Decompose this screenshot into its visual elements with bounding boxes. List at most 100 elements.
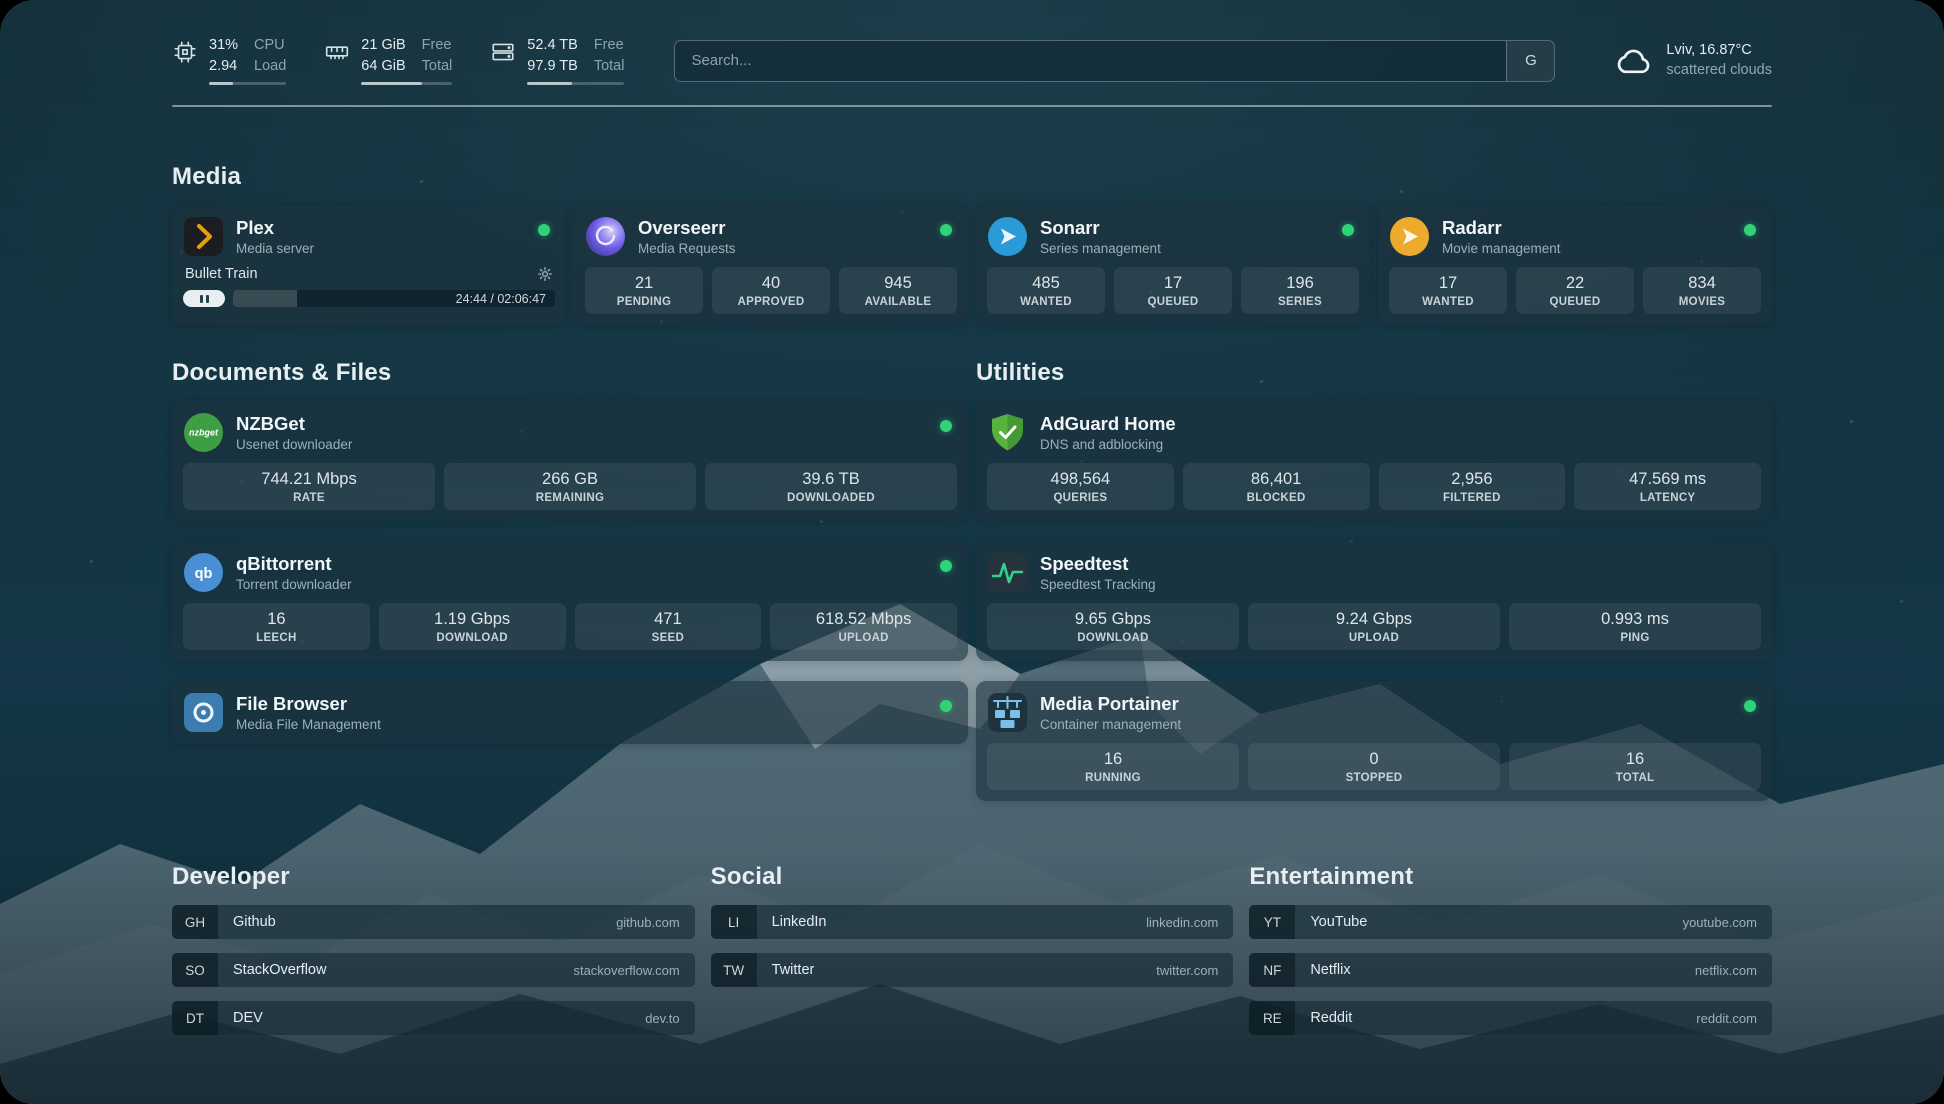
stat-box: 16 RUNNING xyxy=(987,743,1239,791)
bookmark-stackoverflow[interactable]: SO StackOverflow stackoverflow.com xyxy=(172,953,695,988)
sonarr-icon xyxy=(987,216,1028,257)
stat-box: 17 QUEUED xyxy=(1114,267,1232,315)
stat-label: WANTED xyxy=(1422,296,1474,309)
stat-value: 9.65 Gbps xyxy=(1074,610,1152,629)
stat-box: 196 SERIES xyxy=(1241,267,1359,315)
stat-label: FILTERED xyxy=(1442,492,1501,505)
pause-button[interactable] xyxy=(183,290,225,308)
disk-total-label: Total xyxy=(593,57,625,74)
service-card-qbittorrent: qb qBittorrent Torrent downloader 16 LEEC… xyxy=(172,541,968,662)
status-dot-online xyxy=(1744,224,1756,237)
bookmark-name: Github xyxy=(233,914,276,931)
memory-free-value: 21 GiB xyxy=(361,37,406,53)
social-section-title: Social xyxy=(710,863,783,891)
cpu-usage-value: 31% xyxy=(209,37,239,53)
service-link-filebrowser[interactable]: File Browser Media File Management xyxy=(183,692,957,733)
bookmark-youtube[interactable]: YT YouTube youtube.com xyxy=(1249,905,1772,940)
media-section-title: Media xyxy=(172,163,242,191)
service-link-media-portainer[interactable]: Media Portainer Container management xyxy=(987,692,1761,733)
stat-value: 21 xyxy=(634,274,654,293)
gear-icon[interactable] xyxy=(537,266,553,282)
stat-value: 744.21 Mbps xyxy=(261,470,357,489)
bookmark-name: StackOverflow xyxy=(233,962,327,979)
cpu-usage-label: CPU xyxy=(254,37,285,53)
cpu-widget: 31% CPU 2.94 Load xyxy=(172,36,287,86)
service-name: File Browser xyxy=(236,693,348,715)
filebrowser-icon xyxy=(183,692,224,733)
playback-progress-track[interactable]: 24:44 / 02:06:47 xyxy=(233,290,555,308)
memory-total-label: Total xyxy=(421,57,453,74)
bookmark-github[interactable]: GH Github github.com xyxy=(172,905,695,940)
stat-label: DOWNLOAD xyxy=(436,632,508,645)
bookmark-abbr: LI xyxy=(710,905,757,940)
service-stats: 16 RUNNING 0 STOPPED 16 TOTAL xyxy=(987,743,1761,791)
now-playing-title: Bullet Train xyxy=(185,266,258,283)
stat-value: 0 xyxy=(1369,750,1379,769)
stat-label: LEECH xyxy=(256,632,297,645)
service-link-nzbget[interactable]: nzbget NZBGet Usenet downloader xyxy=(183,412,957,453)
service-link-speedtest[interactable]: Speedtest Speedtest Tracking xyxy=(987,552,1761,593)
service-card-radarr: Radarr Movie management 17 WANTED 22 QUEUED… xyxy=(1378,205,1772,326)
bookmark-netflix[interactable]: NF Netflix netflix.com xyxy=(1249,953,1772,988)
bookmark-name: Netflix xyxy=(1310,962,1351,979)
status-dot-online xyxy=(538,224,550,237)
service-description: Media server xyxy=(236,240,315,256)
stat-value: 1.19 Gbps xyxy=(434,610,511,629)
stat-value: 618.52 Mbps xyxy=(815,610,912,629)
stat-box: 266 GB REMAINING xyxy=(444,463,696,511)
service-description: DNS and adblocking xyxy=(1040,436,1164,452)
stat-value: 22 xyxy=(1565,274,1585,293)
stat-label: UPLOAD xyxy=(838,632,889,645)
memory-free-label: Free xyxy=(421,37,452,53)
stat-value: 17 xyxy=(1438,274,1458,293)
stat-box: 16 TOTAL xyxy=(1509,743,1761,791)
stat-label: LATENCY xyxy=(1639,492,1696,505)
bookmark-dev[interactable]: DT DEV dev.to xyxy=(172,1001,695,1036)
service-link-sonarr[interactable]: Sonarr Series management xyxy=(987,216,1359,257)
stat-value: 16 xyxy=(1625,750,1645,769)
stat-value: 498,564 xyxy=(1050,470,1111,489)
memory-usage-bar-fill xyxy=(361,82,423,86)
bookmark-linkedin[interactable]: LI LinkedIn linkedin.com xyxy=(710,905,1234,940)
search-provider-button[interactable]: G xyxy=(1506,40,1555,81)
service-link-plex[interactable]: Plex Media server xyxy=(183,216,555,257)
bookmark-group-entertainment: Entertainment YT YouTube youtube.com NF Netf… xyxy=(1249,863,1772,1036)
service-link-radarr[interactable]: Radarr Movie management xyxy=(1389,216,1761,257)
speedtest-icon xyxy=(987,552,1028,593)
stat-box: 618.52 Mbps UPLOAD xyxy=(770,603,957,651)
stat-label: RUNNING xyxy=(1085,772,1141,785)
bookmark-group-social: Social LI LinkedIn linkedin.com TW Twitter tw… xyxy=(710,863,1234,1035)
nzbget-icon: nzbget xyxy=(183,412,224,453)
service-stats: 16 LEECH 1.19 Gbps DOWNLOAD 471 SEED 618.52 Mb… xyxy=(183,603,957,651)
search-input[interactable] xyxy=(675,40,1507,81)
weather-widget: Lviv, 16.87°C scattered clouds xyxy=(1613,41,1772,81)
bookmark-reddit[interactable]: RE Reddit reddit.com xyxy=(1249,1001,1772,1036)
stat-value: 471 xyxy=(654,610,682,629)
stat-label: MOVIES xyxy=(1678,296,1726,309)
bookmark-name: YouTube xyxy=(1310,914,1368,931)
bookmark-url: github.com xyxy=(616,914,680,930)
entertainment-section-title: Entertainment xyxy=(1249,863,1414,891)
service-link-overseerr[interactable]: Overseerr Media Requests xyxy=(585,216,957,257)
disk-free-value: 52.4 TB xyxy=(527,37,578,53)
stat-box: 86,401 BLOCKED xyxy=(1182,463,1370,511)
service-link-qbittorrent[interactable]: qb qBittorrent Torrent downloader xyxy=(183,552,957,593)
search-bar: G xyxy=(674,39,1556,82)
cpu-icon xyxy=(172,39,198,65)
bookmark-list: YT YouTube youtube.com NF Netflix netflix.com… xyxy=(1249,905,1772,1036)
service-link-adguard-home[interactable]: AdGuard Home DNS and adblocking xyxy=(987,412,1761,453)
bookmark-abbr: GH xyxy=(172,905,218,940)
status-dot-online xyxy=(940,224,952,237)
stat-box: 1.19 Gbps DOWNLOAD xyxy=(378,603,566,651)
stat-value: 945 xyxy=(884,274,912,293)
cpu-load-value: 2.94 xyxy=(209,57,238,74)
service-description: Series management xyxy=(1040,240,1161,256)
stat-box: 17 WANTED xyxy=(1389,267,1507,315)
disk-usage-bar xyxy=(527,82,625,86)
status-dot-online xyxy=(1744,700,1756,713)
stat-label: QUEUED xyxy=(1147,296,1199,309)
bookmark-twitter[interactable]: TW Twitter twitter.com xyxy=(710,953,1234,988)
service-description: Usenet downloader xyxy=(236,436,353,452)
service-stats: 17 WANTED 22 QUEUED 834 MOVIES xyxy=(1389,267,1761,315)
